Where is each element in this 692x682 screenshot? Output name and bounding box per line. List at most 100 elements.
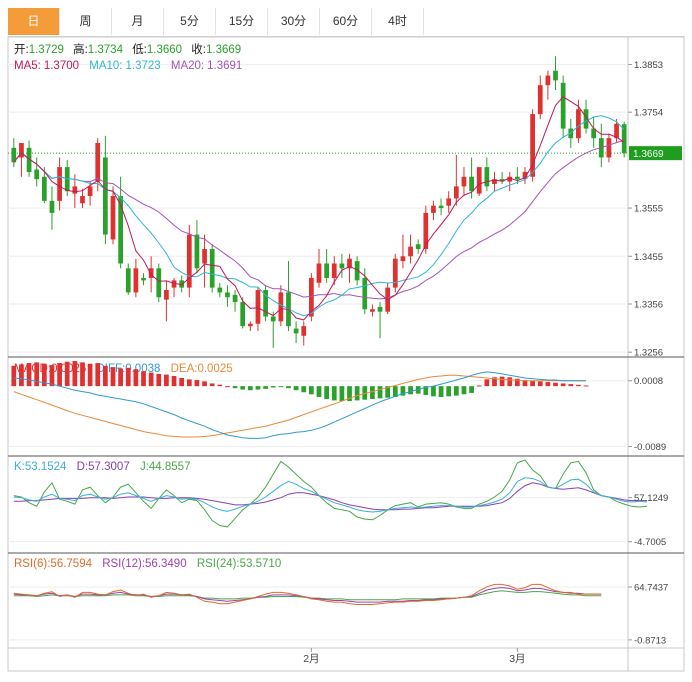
- macd-bar: [217, 384, 223, 387]
- candle-body: [232, 294, 238, 303]
- candle-body: [431, 205, 436, 213]
- candle-body: [522, 171, 528, 180]
- rsi-legend: RSI(6):56.7594 RSI(12):56.3490 RSI(24):5…: [14, 558, 281, 570]
- macd-bar: [453, 386, 459, 396]
- candle-body: [576, 109, 581, 139]
- tab-15min[interactable]: 15分: [216, 8, 268, 35]
- candle-body: [476, 167, 482, 194]
- macd-bar: [87, 363, 93, 387]
- candle-body: [148, 268, 154, 278]
- k-value: 53.1524: [25, 461, 67, 473]
- macd-bar: [484, 379, 490, 387]
- d-line: [13, 482, 648, 511]
- candle-body: [202, 249, 207, 264]
- candle-body: [80, 196, 85, 204]
- macd-bar: [469, 386, 474, 393]
- rsi6-value: 56.7594: [50, 558, 92, 570]
- tab-30min[interactable]: 30分: [268, 8, 320, 35]
- y-tick-label-price: 1.3853: [634, 60, 663, 71]
- macd-bar: [156, 373, 162, 387]
- k-line: [13, 477, 648, 513]
- macd-bar: [179, 378, 185, 387]
- candle-body: [499, 179, 505, 182]
- macd-bar: [309, 386, 314, 395]
- macd-bar: [301, 386, 307, 393]
- tab-5min[interactable]: 5分: [164, 8, 216, 35]
- open-label: 开:: [14, 44, 29, 56]
- macd-bar: [270, 386, 276, 388]
- candle-body: [621, 124, 627, 154]
- candle-body: [217, 287, 223, 293]
- macd-bar: [408, 386, 413, 395]
- candle-body: [278, 292, 284, 322]
- candle-body: [461, 176, 467, 187]
- candle-body: [57, 167, 62, 201]
- candle-body: [225, 292, 230, 298]
- low-label: 低:: [132, 43, 147, 56]
- macd-bar: [247, 386, 253, 391]
- tab-day[interactable]: 日: [8, 8, 60, 35]
- candle-body: [240, 302, 246, 327]
- ma5-value: 1.3700: [44, 60, 79, 72]
- candle-body: [362, 277, 368, 310]
- candle-body: [370, 309, 375, 312]
- macd-bar: [11, 365, 17, 387]
- rsi12-value: 56.3490: [145, 558, 187, 570]
- j-value: 44.8557: [149, 461, 191, 473]
- period-tabs: 日 周 月 5分 15分 30分 60分 4时: [8, 8, 684, 37]
- candle-body: [301, 326, 307, 336]
- candle-body: [530, 114, 535, 177]
- macd-bar: [49, 365, 55, 387]
- macd-bar: [64, 361, 70, 387]
- tab-60min[interactable]: 60分: [320, 8, 372, 35]
- candle-body: [41, 176, 47, 201]
- candle-body: [26, 147, 32, 172]
- candle-body: [141, 277, 146, 281]
- macd-bar: [499, 376, 505, 387]
- diff-line: [13, 371, 586, 439]
- tab-4h[interactable]: 4时: [372, 8, 424, 35]
- macd-bar: [95, 363, 101, 387]
- macd-bar: [255, 386, 261, 390]
- chart-border: [7, 36, 685, 672]
- ma10-line: [13, 115, 625, 317]
- candle-body: [186, 234, 192, 288]
- y-tick-label-macd: 0.0008: [634, 376, 663, 387]
- candle-body: [507, 176, 513, 182]
- macd-bar: [72, 361, 78, 387]
- rsi6-label: RSI(6):: [14, 558, 50, 570]
- candle-body: [347, 258, 352, 269]
- candle-body: [583, 109, 589, 129]
- tab-week[interactable]: 周: [60, 8, 112, 35]
- macd-legend: MACD:0.0026 DIFF:0.0038 DEA:0.0025: [14, 363, 233, 375]
- macd-bar: [568, 384, 574, 387]
- macd-bar: [209, 383, 215, 387]
- macd-bar: [26, 363, 32, 387]
- tab-month[interactable]: 月: [112, 8, 164, 35]
- candle-body: [34, 169, 40, 180]
- macd-bar: [278, 386, 284, 388]
- macd-bar: [164, 374, 169, 387]
- macd-bar: [537, 381, 543, 387]
- macd-bar: [316, 386, 322, 397]
- d-label: D:: [77, 461, 89, 473]
- macd-bar: [530, 380, 535, 387]
- candle-body: [179, 280, 185, 288]
- open-value: 1.3729: [29, 44, 64, 56]
- ma10-label: MA10:: [89, 60, 122, 72]
- macd-bar: [461, 386, 467, 395]
- candle-body: [87, 186, 93, 197]
- ma20-label: MA20:: [171, 60, 204, 72]
- macd-bar: [362, 386, 368, 400]
- macd-bar: [202, 381, 207, 387]
- candle-body: [11, 147, 17, 163]
- macd-bar: [545, 382, 551, 387]
- ma20-line: [13, 140, 625, 300]
- candle-body: [209, 249, 215, 288]
- ma20-value: 1.3691: [207, 60, 242, 72]
- candle-body: [316, 263, 322, 283]
- macd-bar: [515, 378, 520, 387]
- ma-legend: MA5: 1.3700 MA10: 1.3723 MA20: 1.3691: [14, 60, 242, 72]
